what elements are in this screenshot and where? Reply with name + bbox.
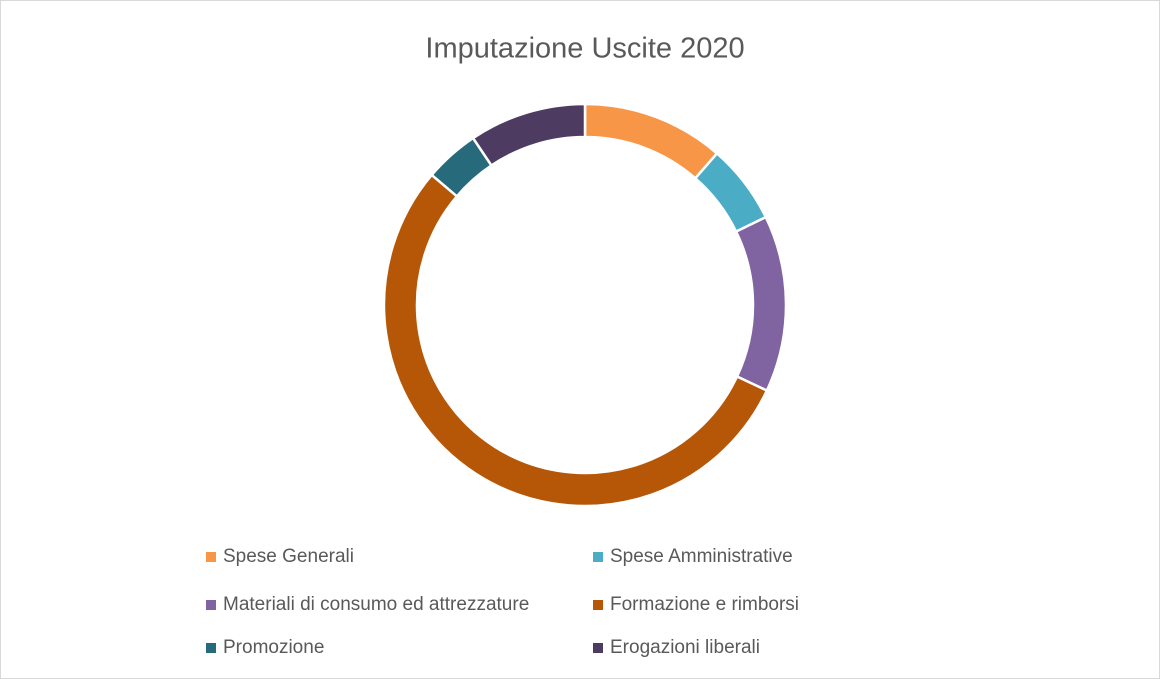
- legend-swatch: [593, 643, 603, 653]
- donut-segment: [471, 102, 587, 168]
- legend-swatch: [206, 600, 216, 610]
- legend-label: Erogazioni liberali: [610, 637, 760, 658]
- legend-swatch: [206, 552, 216, 562]
- legend-label: Formazione e rimborsi: [610, 594, 799, 615]
- legend-label: Promozione: [223, 637, 324, 658]
- chart-title: Imputazione Uscite 2020: [425, 33, 744, 65]
- legend-label: Materiali di consumo ed attrezzature: [223, 594, 529, 615]
- legend-swatch: [593, 600, 603, 610]
- legend-label: Spese Amministrative: [610, 546, 793, 567]
- legend-swatch: [593, 552, 603, 562]
- donut-segment: [382, 173, 769, 508]
- legend-swatch: [206, 643, 216, 653]
- legend-label: Spese Generali: [223, 546, 354, 567]
